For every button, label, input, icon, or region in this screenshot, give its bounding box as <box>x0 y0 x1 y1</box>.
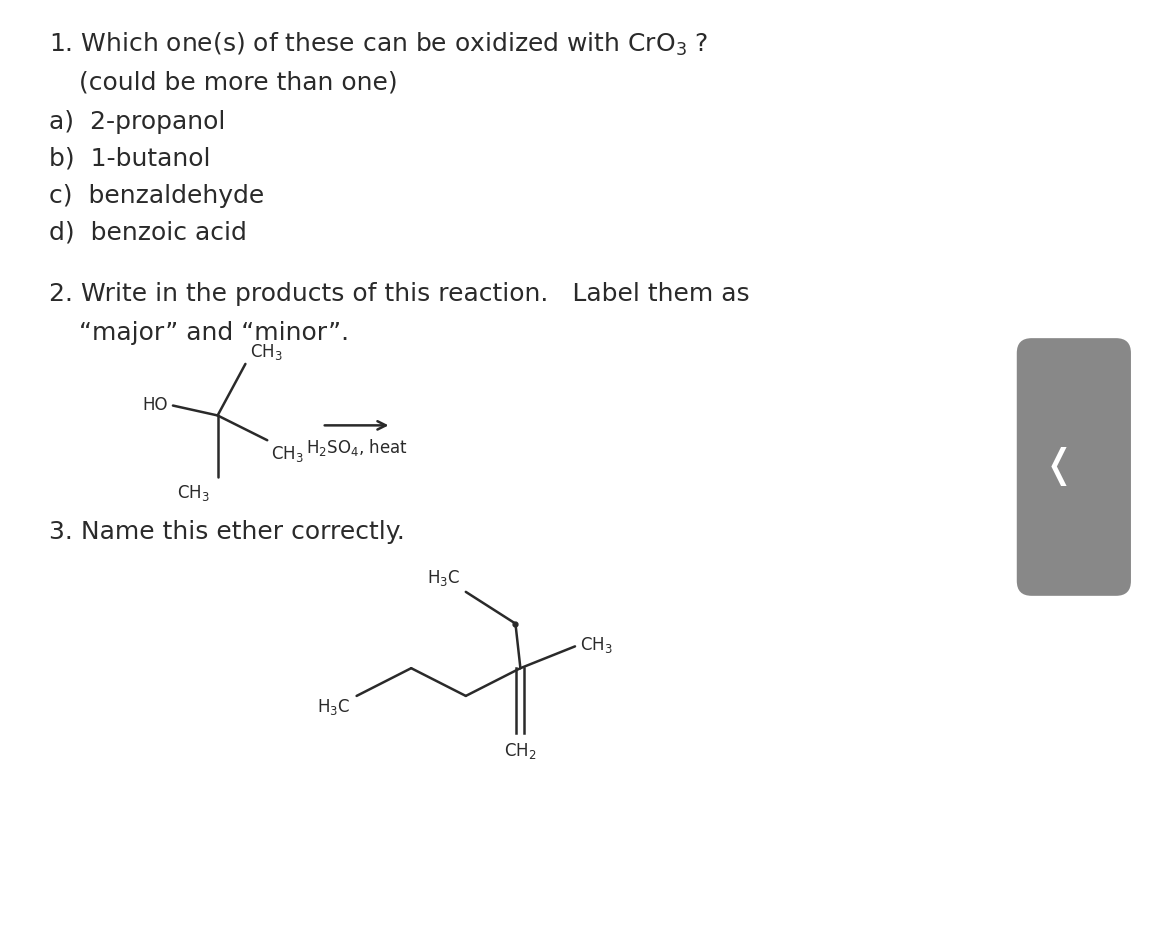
FancyBboxPatch shape <box>1016 338 1131 596</box>
Text: 2. Write in the products of this reaction.   Label them as: 2. Write in the products of this reactio… <box>48 281 749 306</box>
Text: HO: HO <box>143 395 168 414</box>
Text: CH$_2$: CH$_2$ <box>504 741 536 761</box>
Text: CH$_3$: CH$_3$ <box>251 342 283 362</box>
Text: CH$_3$: CH$_3$ <box>272 445 304 464</box>
Text: d)  benzoic acid: d) benzoic acid <box>48 220 246 244</box>
Text: 3. Name this ether correctly.: 3. Name this ether correctly. <box>48 519 405 543</box>
Text: b)  1-butanol: b) 1-butanol <box>48 147 211 171</box>
Text: c)  benzaldehyde: c) benzaldehyde <box>48 184 264 208</box>
Text: “major” and “minor”.: “major” and “minor”. <box>78 322 349 345</box>
Text: H$_2$SO$_4$, heat: H$_2$SO$_4$, heat <box>306 437 407 459</box>
Text: H$_3$C: H$_3$C <box>318 697 351 717</box>
Text: ❬: ❬ <box>1042 447 1075 487</box>
Text: H$_3$C: H$_3$C <box>427 568 460 588</box>
Text: (could be more than one): (could be more than one) <box>78 71 397 94</box>
Text: CH$_3$: CH$_3$ <box>580 636 612 655</box>
Text: CH$_3$: CH$_3$ <box>177 483 209 503</box>
Text: 1. Which one(s) of these can be oxidized with CrO$_3$ ?: 1. Which one(s) of these can be oxidized… <box>48 31 708 58</box>
Text: a)  2-propanol: a) 2-propanol <box>48 110 226 134</box>
